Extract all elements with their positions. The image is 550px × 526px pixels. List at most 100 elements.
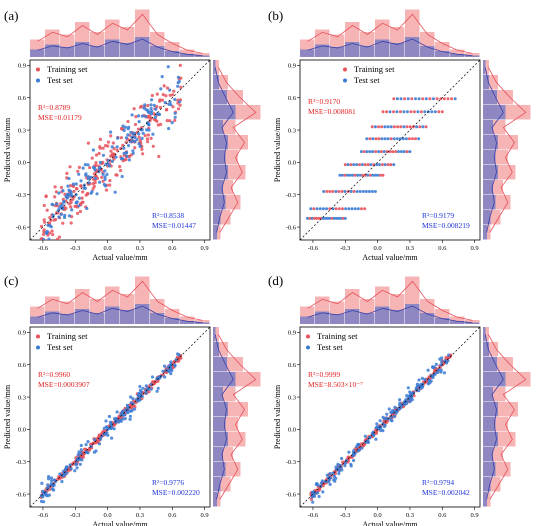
test-point — [334, 216, 338, 220]
top-hist-bar-test — [135, 304, 150, 324]
y-axis-title: Predicted value/mm — [3, 384, 12, 449]
test-point — [168, 365, 173, 369]
test-point — [402, 150, 406, 154]
y-tick-label: 0.6 — [288, 362, 297, 369]
test-point — [151, 132, 155, 136]
test-point — [135, 137, 139, 142]
test-point — [119, 419, 123, 423]
training-point — [381, 110, 385, 114]
right-kde-test — [214, 67, 234, 233]
test-point — [398, 137, 402, 141]
training-point — [178, 63, 182, 67]
training-point — [366, 163, 370, 167]
test-point — [426, 382, 430, 386]
test-point — [107, 426, 111, 430]
test-point — [443, 359, 447, 363]
test-point — [65, 465, 69, 469]
top-marginal-histogram — [30, 9, 210, 57]
top-hist-bar-test — [120, 310, 135, 324]
right-marginal-histogram — [483, 327, 531, 507]
test-point — [343, 190, 347, 193]
test-point — [41, 254, 44, 257]
test-point — [346, 173, 349, 177]
test-point — [381, 415, 385, 419]
training-point — [42, 228, 46, 232]
right-hist-bar-test — [483, 357, 497, 372]
right-hist-bar-test — [483, 225, 487, 240]
training-point — [168, 119, 172, 123]
training-point — [171, 93, 175, 97]
top-hist-bar-test — [45, 311, 60, 324]
test-point — [331, 471, 335, 475]
training-point — [156, 123, 160, 127]
test-point — [130, 408, 134, 412]
training-point — [150, 93, 154, 98]
test-point — [46, 223, 50, 227]
training-point — [80, 196, 84, 200]
test-point — [367, 190, 371, 193]
test-point — [57, 207, 61, 211]
top-hist-bar-train — [465, 53, 480, 57]
x-tick-label: -0.6 — [308, 512, 319, 519]
test-point — [66, 195, 70, 199]
test-point — [176, 84, 180, 88]
training-point — [349, 163, 353, 167]
training-point — [168, 93, 172, 97]
training-point — [114, 173, 118, 177]
top-kde-test — [37, 305, 203, 323]
test-point — [84, 443, 88, 447]
test-point — [85, 206, 89, 211]
x-tick-label: 0.0 — [374, 245, 382, 252]
training-point — [173, 118, 177, 122]
top-kde-test — [37, 38, 203, 56]
training-point — [385, 110, 388, 114]
test-point — [351, 173, 355, 177]
top-hist-bar-test — [390, 310, 405, 324]
y-tick-label: 0.3 — [288, 127, 296, 134]
test-point — [60, 479, 64, 484]
test-point — [144, 384, 148, 388]
test-point — [40, 481, 44, 485]
test-point — [453, 97, 457, 101]
training-point — [98, 146, 102, 150]
test-point — [343, 461, 347, 465]
test-point — [79, 443, 83, 448]
test-point — [375, 425, 379, 429]
training-point — [343, 163, 347, 167]
training-point — [363, 173, 367, 177]
right-hist-bar-test — [213, 357, 227, 372]
top-hist-bar-test — [45, 44, 60, 57]
y-tick-label: -0.3 — [286, 459, 296, 466]
test-point — [154, 107, 158, 111]
training-point — [119, 136, 123, 140]
test-point — [352, 449, 356, 453]
top-hist-bar-train — [450, 316, 465, 324]
right-hist-bar-test — [213, 150, 226, 165]
training-point — [437, 110, 441, 114]
test-point — [149, 103, 153, 107]
top-kde-train — [37, 13, 203, 54]
test-point — [137, 114, 141, 118]
training-point — [140, 147, 144, 151]
top-hist-bar-train — [180, 316, 195, 324]
test-point — [129, 395, 133, 399]
test-point — [177, 79, 181, 83]
training-point — [363, 163, 367, 167]
test-point — [440, 360, 444, 364]
test-point — [64, 468, 68, 472]
training-point — [112, 155, 116, 159]
test-point — [131, 151, 135, 155]
training-point — [421, 97, 425, 101]
right-hist-bar-test — [483, 90, 497, 105]
training-point — [145, 137, 149, 141]
test-point — [340, 456, 344, 461]
test-point — [102, 432, 106, 436]
test-point — [322, 207, 325, 211]
test-point — [98, 437, 103, 441]
training-point — [164, 94, 168, 98]
right-marginal-histogram — [213, 60, 261, 240]
test-point — [77, 204, 81, 208]
right-hist-bar-test — [483, 165, 498, 180]
test-point — [327, 480, 331, 484]
y-tick-label: 0.6 — [18, 362, 27, 369]
